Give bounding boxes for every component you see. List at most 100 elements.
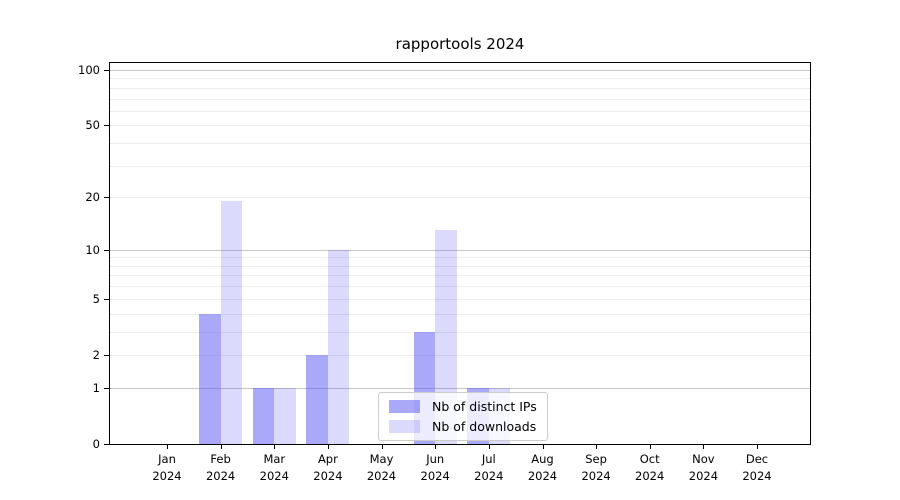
plot-area: Nb of distinct IPs Nb of downloads 0 1 2 5 1… <box>78 62 811 483</box>
legend: Nb of distinct IPs Nb of downloads <box>378 392 548 441</box>
x-tick-year: 2024 <box>688 468 719 483</box>
y-tick-label: 100 <box>78 62 100 77</box>
bar-ips-mar <box>252 387 275 444</box>
y-axis-tick <box>104 69 110 71</box>
x-axis-tick <box>381 444 383 449</box>
x-tick-label-jan: Jan 2024 <box>135 451 199 484</box>
gridline-minor <box>110 78 810 80</box>
x-tick-month: Jun <box>426 452 445 466</box>
x-tick-label-sep: Sep 2024 <box>564 451 628 484</box>
x-tick-month: Feb <box>210 452 231 466</box>
gridline-minor <box>110 331 810 333</box>
x-tick-month: Oct <box>639 452 660 466</box>
y-tick-label: 1 <box>92 380 100 395</box>
y-tick-label: 20 <box>85 190 100 205</box>
gridline-minor <box>110 165 810 167</box>
x-tick-year: 2024 <box>527 468 558 483</box>
gridline-minor <box>110 98 810 100</box>
x-axis-tick <box>542 444 544 449</box>
legend-label-downloads: Nb of downloads <box>432 419 537 434</box>
x-tick-year: 2024 <box>581 468 611 483</box>
legend-swatch-distinct-ips <box>389 400 420 413</box>
x-tick-year: 2024 <box>366 468 397 483</box>
x-tick-year: 2024 <box>152 468 182 483</box>
x-axis-tick <box>274 444 276 449</box>
x-tick-label-jun: Jun 2024 <box>403 451 467 484</box>
gridline-minor <box>110 265 810 267</box>
x-tick-month: Aug <box>531 452 554 466</box>
bar-downloads-mar <box>274 387 296 444</box>
gridline-minor <box>110 110 810 112</box>
x-tick-month: Dec <box>745 452 769 466</box>
x-tick-label-feb: Feb 2024 <box>189 451 253 484</box>
x-axis-tick <box>757 444 758 449</box>
x-axis-tick <box>167 444 168 449</box>
x-tick-month: Jan <box>158 452 176 466</box>
x-tick-label-aug: Aug 2024 <box>511 451 575 484</box>
chart-title: rapportools 2024 <box>395 35 525 53</box>
gridline-minor <box>110 87 810 89</box>
gridline-minor <box>110 355 810 356</box>
x-tick-label-dec: Dec 2024 <box>725 451 789 484</box>
gridline-minor <box>110 286 810 288</box>
y-axis-tick <box>104 197 110 199</box>
gridline-minor <box>110 197 810 199</box>
gridline-minor <box>110 275 810 277</box>
gridline-minor <box>110 125 810 127</box>
x-tick-label-may: May 2024 <box>350 451 414 484</box>
x-tick-month: Apr <box>317 452 338 466</box>
x-tick-year: 2024 <box>742 468 772 483</box>
x-tick-year: 2024 <box>259 468 289 483</box>
gridline-major <box>110 387 810 389</box>
legend-item-downloads: Nb of downloads <box>389 419 537 434</box>
y-tick-label: 0 <box>92 437 100 451</box>
x-tick-year: 2024 <box>313 468 343 483</box>
y-axis-tick <box>104 444 110 445</box>
legend-swatch-downloads <box>389 420 420 433</box>
x-axis-tick <box>327 444 329 449</box>
x-axis-tick <box>220 444 222 449</box>
bar-ips-feb <box>199 313 221 444</box>
x-tick-label-mar: Mar 2024 <box>242 451 306 484</box>
x-tick-month: Mar <box>263 452 286 466</box>
y-axis-tick <box>104 355 110 356</box>
y-tick-label: 2 <box>92 348 100 362</box>
x-tick-month: Sep <box>585 452 607 466</box>
y-axis-tick <box>104 387 110 389</box>
legend-label-distinct-ips: Nb of distinct IPs <box>432 399 537 414</box>
x-axis-tick <box>435 444 437 449</box>
x-tick-year: 2024 <box>635 468 665 483</box>
y-tick-label: 5 <box>92 291 100 306</box>
gridline-minor <box>110 298 810 300</box>
x-axis-tick <box>649 444 651 449</box>
x-axis-tick <box>703 444 705 449</box>
y-tick-label: 10 <box>85 242 100 257</box>
bar-downloads-jun <box>435 230 457 444</box>
gridline-minor <box>110 313 810 315</box>
x-tick-month: Nov <box>692 452 715 466</box>
x-tick-label-jul: Jul 2024 <box>457 451 521 484</box>
x-tick-year: 2024 <box>474 468 504 483</box>
x-tick-label-apr: Apr 2024 <box>296 451 360 484</box>
gridline-major <box>110 249 810 251</box>
x-tick-month: Jul <box>481 452 496 466</box>
y-axis-tick <box>104 249 110 251</box>
legend-item-distinct-ips: Nb of distinct IPs <box>389 399 537 414</box>
x-tick-year: 2024 <box>205 468 236 483</box>
x-tick-year: 2024 <box>420 468 450 483</box>
x-axis-tick <box>488 444 490 449</box>
bar-ips-apr <box>306 355 328 444</box>
x-tick-label-nov: Nov 2024 <box>671 451 735 484</box>
y-axis-tick <box>104 298 110 300</box>
x-tick-month: May <box>369 452 394 466</box>
bar-downloads-apr <box>327 249 350 444</box>
gridline-major <box>110 69 810 71</box>
bar-downloads-feb <box>220 201 243 444</box>
y-axis-tick <box>104 125 110 127</box>
gridline-minor <box>110 257 810 259</box>
x-tick-label-oct: Oct 2024 <box>618 451 682 484</box>
gridline-minor <box>110 143 810 144</box>
y-tick-label: 50 <box>85 118 100 133</box>
x-axis-tick <box>596 444 598 449</box>
